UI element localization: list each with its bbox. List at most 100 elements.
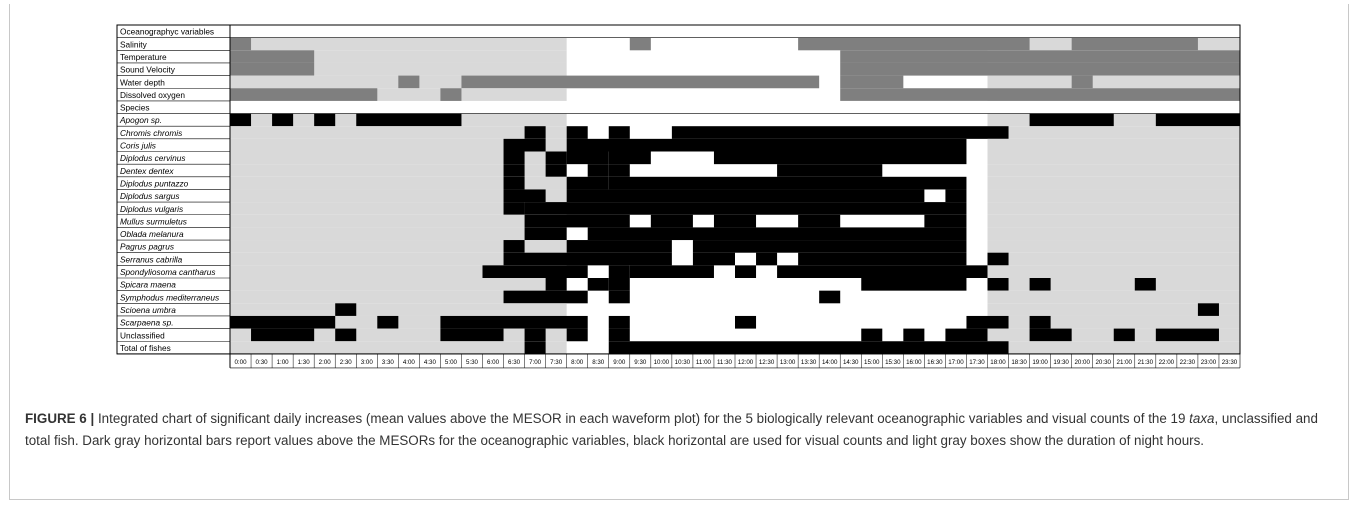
presence-bar-21-5 <box>966 315 1009 329</box>
presence-bar-22-3 <box>524 328 546 342</box>
time-label-3: 1:30 <box>298 359 311 366</box>
night-cell-16-0 <box>230 252 567 266</box>
section-header-0: Oceanographyc variables <box>120 27 214 37</box>
time-label-7: 3:30 <box>382 359 395 366</box>
time-label-4: 2:00 <box>319 359 332 366</box>
presence-bar-9-2 <box>587 164 609 177</box>
presence-bar-17-2 <box>629 265 714 278</box>
night-cell-6-1 <box>987 126 1240 139</box>
time-label-15: 7:30 <box>550 359 563 366</box>
row-label-13: Mullus surmuletus <box>120 216 187 226</box>
row-label-4: Dissolved oxygen <box>120 90 185 100</box>
presence-bar-16-1 <box>692 252 735 266</box>
mesor-bar-3-3 <box>1071 75 1093 89</box>
section-header-1: Species <box>120 103 150 113</box>
mesor-bar-0-3 <box>1071 37 1198 51</box>
caption-text-2: , unclassified and total fish. Dark gray… <box>25 411 1318 448</box>
night-cell-6-0 <box>230 126 567 139</box>
presence-bar-23-0 <box>524 341 546 354</box>
night-cell-11-0 <box>230 189 567 203</box>
night-cell-17-1 <box>987 265 1240 278</box>
night-cell-0-0 <box>230 37 567 51</box>
night-cell-19-1 <box>987 290 1240 304</box>
row-label-19: Symphodus mediterraneus <box>120 292 219 302</box>
time-label-25: 12:30 <box>759 359 775 366</box>
night-cell-18-1 <box>987 278 1240 291</box>
figure-caption: FIGURE 6 | Integrated chart of significa… <box>25 408 1325 452</box>
mesor-bar-0-2 <box>798 37 1030 51</box>
presence-bar-22-8 <box>945 328 988 342</box>
presence-bar-5-1 <box>272 113 294 127</box>
time-label-2: 1:00 <box>277 359 290 366</box>
presence-bar-9-1 <box>545 164 567 177</box>
time-label-43: 21:30 <box>1138 359 1154 366</box>
presence-bar-20-1 <box>1197 303 1219 316</box>
presence-bar-17-1 <box>608 265 630 278</box>
mesor-bar-3-1 <box>461 75 820 89</box>
row-label-12: Diplodus vulgaris <box>120 204 183 214</box>
row-label-18: Spicara maena <box>120 280 176 290</box>
presence-bar-13-4 <box>924 214 967 228</box>
presence-bar-7-1 <box>566 138 967 152</box>
row-label-21: Scarpaena sp. <box>120 318 174 328</box>
presence-bar-11-0 <box>503 189 546 203</box>
night-cell-17-0 <box>230 265 567 278</box>
time-label-13: 6:30 <box>508 359 521 366</box>
time-label-1: 0:30 <box>256 359 269 366</box>
mesor-bar-4-2 <box>840 88 1240 101</box>
presence-bar-13-2 <box>713 214 757 228</box>
presence-bar-5-2 <box>314 113 336 127</box>
time-label-8: 4:00 <box>403 359 416 366</box>
presence-bar-22-2 <box>440 328 504 342</box>
time-label-21: 10:30 <box>675 359 691 366</box>
night-cell-15-0 <box>230 240 567 253</box>
row-label-17: Spondyliosoma cantharus <box>120 267 215 277</box>
night-cell-8-1 <box>987 151 1240 165</box>
row-label-3: Water depth <box>120 77 165 87</box>
mesor-bar-2-1 <box>840 62 1240 76</box>
night-cell-23-1 <box>987 341 1240 354</box>
mesor-bar-0-1 <box>629 37 651 51</box>
presence-bar-5-4 <box>1029 113 1114 127</box>
presence-bar-8-3 <box>608 151 651 165</box>
time-label-41: 20:30 <box>1095 359 1111 366</box>
figure-label: FIGURE 6 | <box>25 411 95 426</box>
time-label-11: 5:30 <box>466 359 479 366</box>
presence-bar-11-1 <box>566 189 925 203</box>
night-cell-9-0 <box>230 164 567 177</box>
presence-bar-22-9 <box>1029 328 1072 342</box>
row-label-8: Diplodus cervinus <box>120 153 185 163</box>
presence-bar-9-4 <box>777 164 883 177</box>
time-label-26: 13:00 <box>780 359 796 366</box>
presence-bar-10-1 <box>566 176 609 190</box>
row-label-6: Chromis chromis <box>120 128 182 138</box>
presence-bar-23-1 <box>608 341 1009 354</box>
time-label-31: 15:30 <box>885 359 901 366</box>
presence-bar-18-5 <box>1029 278 1051 291</box>
mesor-bar-0-0 <box>230 37 252 51</box>
night-cell-13-1 <box>987 214 1240 228</box>
time-label-6: 3:00 <box>361 359 374 366</box>
presence-bar-14-1 <box>587 227 967 241</box>
night-cell-10-0 <box>230 176 567 190</box>
time-label-35: 17:30 <box>969 359 985 366</box>
presence-bar-22-4 <box>566 328 588 342</box>
time-label-33: 16:30 <box>927 359 943 366</box>
presence-bar-22-5 <box>608 328 630 342</box>
time-label-40: 20:00 <box>1074 359 1090 366</box>
presence-bar-22-11 <box>1155 328 1219 342</box>
presence-bar-6-0 <box>524 126 546 139</box>
presence-bar-21-1 <box>377 315 399 329</box>
time-label-38: 19:00 <box>1032 359 1048 366</box>
mesor-bar-4-0 <box>230 88 378 101</box>
row-label-22: Unclassified <box>120 330 165 340</box>
presence-bar-18-3 <box>861 278 967 291</box>
night-cell-7-0 <box>230 138 567 152</box>
presence-bar-18-6 <box>1134 278 1156 291</box>
night-cell-7-1 <box>987 138 1240 152</box>
presence-bar-21-2 <box>440 315 588 329</box>
time-label-29: 14:30 <box>843 359 859 366</box>
presence-bar-21-0 <box>230 315 336 329</box>
presence-bar-19-2 <box>819 290 841 304</box>
night-cell-18-0 <box>230 278 567 291</box>
